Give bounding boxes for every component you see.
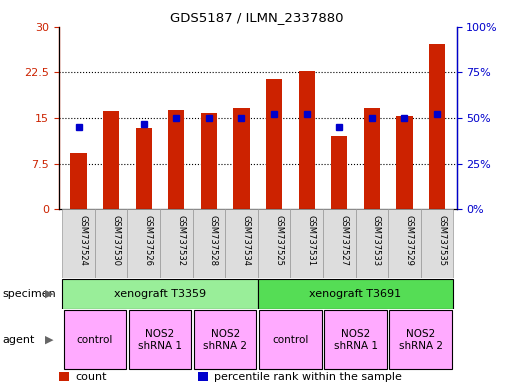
Text: GSM737529: GSM737529	[404, 215, 413, 266]
Bar	[389, 310, 452, 369]
Bar	[64, 310, 126, 369]
Text: GSM737525: GSM737525	[274, 215, 283, 266]
Bar	[62, 209, 95, 278]
Text: ▶: ▶	[45, 289, 54, 299]
Text: GSM737532: GSM737532	[176, 215, 185, 266]
Bar	[258, 209, 290, 278]
Text: ▶: ▶	[45, 335, 54, 345]
Text: NOS2
shRNA 2: NOS2 shRNA 2	[203, 329, 247, 351]
Bar	[356, 209, 388, 278]
Text: GSM737531: GSM737531	[307, 215, 315, 266]
Text: GDS5187 / ILMN_2337880: GDS5187 / ILMN_2337880	[170, 12, 343, 25]
Text: GSM737526: GSM737526	[144, 215, 153, 266]
Text: specimen: specimen	[3, 289, 56, 299]
Text: agent: agent	[3, 335, 35, 345]
Text: xenograft T3359: xenograft T3359	[114, 289, 206, 299]
Bar	[364, 108, 380, 209]
Text: control: control	[76, 335, 113, 345]
Bar	[95, 209, 127, 278]
Bar	[194, 310, 256, 369]
Text: xenograft T3691: xenograft T3691	[309, 289, 402, 299]
Bar	[168, 110, 185, 209]
Bar	[290, 209, 323, 278]
Bar	[324, 310, 387, 369]
Text: GSM737527: GSM737527	[339, 215, 348, 266]
Bar	[201, 113, 217, 209]
Text: GSM737534: GSM737534	[242, 215, 250, 266]
Bar	[225, 209, 258, 278]
Bar	[135, 128, 152, 209]
Text: GSM737530: GSM737530	[111, 215, 120, 266]
Bar	[70, 153, 87, 209]
Text: GSM737528: GSM737528	[209, 215, 218, 266]
Bar	[388, 209, 421, 278]
Text: GSM737524: GSM737524	[78, 215, 88, 266]
Bar	[259, 310, 322, 369]
Bar	[429, 44, 445, 209]
Bar	[233, 108, 250, 209]
Text: NOS2
shRNA 1: NOS2 shRNA 1	[333, 329, 378, 351]
Text: count: count	[75, 372, 106, 382]
Text: control: control	[272, 335, 308, 345]
Text: GSM737533: GSM737533	[372, 215, 381, 266]
Bar	[59, 372, 69, 381]
Text: GSM737535: GSM737535	[437, 215, 446, 266]
Bar	[160, 209, 192, 278]
Text: percentile rank within the sample: percentile rank within the sample	[214, 372, 402, 382]
Bar	[421, 209, 453, 278]
Text: NOS2
shRNA 2: NOS2 shRNA 2	[399, 329, 443, 351]
Bar	[62, 279, 258, 308]
Bar	[323, 209, 356, 278]
Bar	[127, 209, 160, 278]
Bar	[198, 372, 208, 381]
Bar	[396, 116, 412, 209]
Text: NOS2
shRNA 1: NOS2 shRNA 1	[138, 329, 182, 351]
Bar	[299, 71, 315, 209]
Bar	[103, 111, 120, 209]
Bar	[258, 279, 453, 308]
Bar	[129, 310, 191, 369]
Bar	[192, 209, 225, 278]
Bar	[266, 79, 282, 209]
Bar	[331, 136, 347, 209]
